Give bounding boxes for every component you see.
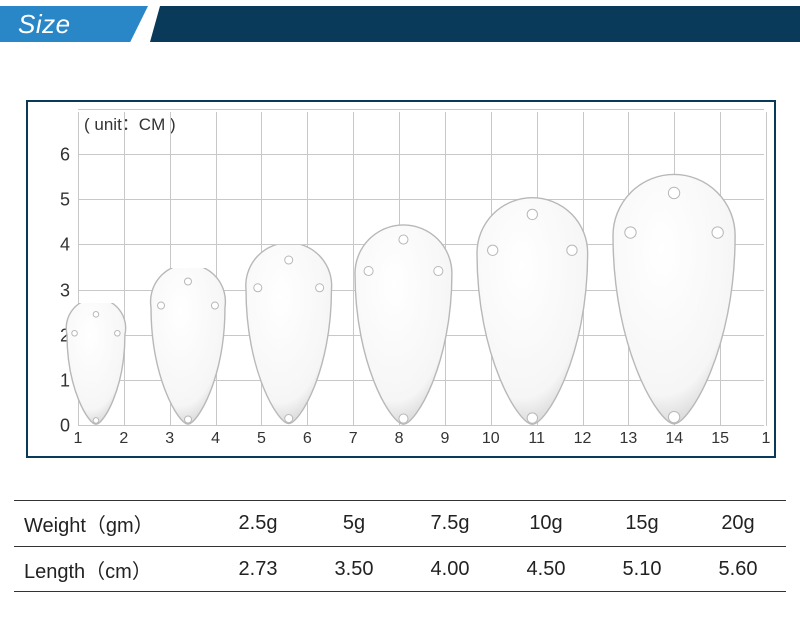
x-tick-label: 4 [211, 430, 220, 448]
header-dark-band [150, 6, 800, 42]
spec-table: Weight（gm）2.5g5g7.5g10g15g20gLength（cm）2… [14, 500, 786, 592]
row-cell: 4.50 [498, 558, 594, 581]
row-cell: 15g [594, 512, 690, 535]
table-row: Length（cm）2.733.504.004.505.105.60 [14, 546, 786, 592]
lure-shape [611, 173, 737, 426]
row-cell: 2.5g [210, 512, 306, 535]
row-cell: 20g [690, 512, 786, 535]
x-tick-label: 15 [711, 430, 729, 448]
x-tick-label: 9 [440, 430, 449, 448]
x-tick-label: 14 [665, 430, 683, 448]
x-tick-label: 3 [165, 430, 174, 448]
x-tick-label: 12 [574, 430, 592, 448]
lure-shape [353, 223, 454, 426]
lure-shape [244, 245, 333, 426]
y-tick-label: 6 [60, 145, 70, 166]
row-cell: 4.00 [402, 558, 498, 581]
x-tick-label: 13 [619, 430, 637, 448]
lure-shape [149, 268, 227, 426]
size-chart: ( unit：CM ) 0123456123456789101112131415… [26, 100, 776, 458]
row-cell: 2.73 [210, 558, 306, 581]
gridline-h [78, 109, 764, 110]
x-tick-label: 7 [349, 430, 358, 448]
table-row: Weight（gm）2.5g5g7.5g10g15g20g [14, 500, 786, 546]
gridline-h [78, 154, 764, 155]
row-cell: 5g [306, 512, 402, 535]
chart-plot-area: ( unit：CM ) 0123456123456789101112131415… [78, 112, 764, 426]
unit-label: ( unit：CM ) [84, 110, 176, 135]
x-tick-label: 2 [119, 430, 128, 448]
x-tick-label: 11 [528, 430, 545, 448]
y-tick-label: 5 [60, 190, 70, 211]
x-tick-label: 6 [303, 430, 312, 448]
x-tick-label: 1 [762, 430, 771, 448]
y-tick-label: 4 [60, 235, 70, 256]
row-cell: 10g [498, 512, 594, 535]
row-cell: 5.60 [690, 558, 786, 581]
gridline-v [766, 112, 767, 426]
row-header: Weight（gm） [14, 509, 210, 538]
y-tick-label: 3 [60, 280, 70, 301]
header-title: Size [18, 6, 71, 42]
x-tick-label: 10 [482, 430, 500, 448]
x-tick-label: 8 [395, 430, 404, 448]
row-cell: 3.50 [306, 558, 402, 581]
x-tick-label: 5 [257, 430, 266, 448]
header-bar: Size [0, 0, 800, 48]
x-tick-label: 1 [74, 430, 83, 448]
row-header: Length（cm） [14, 555, 210, 584]
row-cell: 5.10 [594, 558, 690, 581]
lure-shape [65, 303, 127, 426]
lure-shape [475, 196, 590, 426]
row-cell: 7.5g [402, 512, 498, 535]
